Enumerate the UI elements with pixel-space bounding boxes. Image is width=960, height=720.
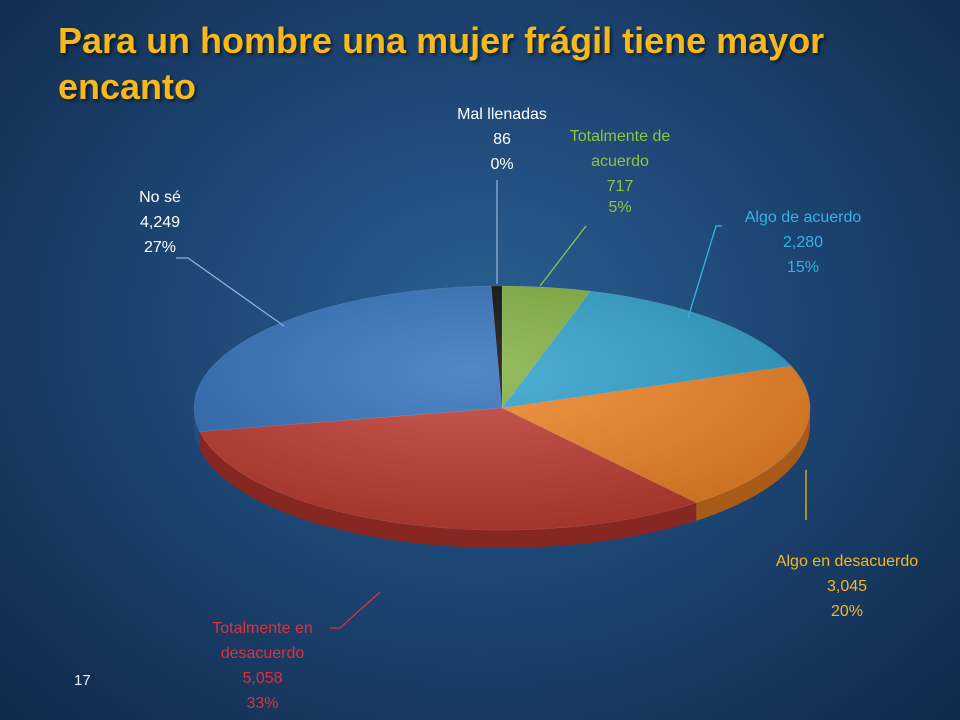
slice-name: Algo en desacuerdo — [775, 553, 919, 570]
slice-value: 3,045 — [826, 578, 868, 595]
slice-label-no-se: No sé 4,249 27% — [105, 185, 215, 260]
slice-name: Algo de acuerdo — [744, 209, 862, 226]
slice-value: 2,280 — [782, 234, 824, 251]
slice-label-mal-llenadas: Mal llenadas 86 0% — [432, 102, 572, 177]
slice-name: Mal llenadas — [457, 106, 547, 123]
slice-value: 5,058 — [242, 670, 283, 687]
leader-lines — [176, 180, 807, 629]
slice-value: 86 — [493, 131, 511, 148]
slice-percent: 20% — [830, 603, 864, 620]
leader-line-no-se — [176, 257, 285, 327]
slice-percent: 27% — [143, 239, 177, 256]
leader-line-totalmente-en-desacuerdo — [330, 591, 381, 629]
slice-percent: 15% — [786, 259, 820, 276]
slice-name: Totalmente en desacuerdo — [212, 620, 313, 662]
leader-line-algo-de-acuerdo — [687, 225, 722, 319]
leader-line-totalmente-de-acuerdo — [539, 225, 587, 287]
slice-value: 4,249 — [139, 214, 181, 231]
slide-number: 17 — [74, 672, 91, 689]
slide-title: Para un hombre una mujer frágil tiene ma… — [58, 20, 825, 107]
slice-percent: 0% — [490, 156, 514, 173]
slice-label-totalmente-en-desacuerdo: Totalmente en desacuerdo 5,058 33% — [190, 616, 335, 716]
pie-slice-no-se — [193, 285, 503, 432]
slice-label-algo-de-acuerdo: Algo de acuerdo 2,280 15% — [718, 205, 888, 280]
slice-name: Totalmente de acuerdo — [569, 128, 671, 170]
slice-percent: 5% — [608, 199, 632, 216]
pie-top — [193, 285, 811, 531]
slice-label-totalmente-de-acuerdo: Totalmente de acuerdo 717 5% — [552, 124, 688, 220]
slice-percent: 33% — [246, 695, 279, 712]
slice-value: 717 — [606, 178, 634, 195]
slice-name: No sé — [139, 189, 181, 206]
slice-label-algo-en-desacuerdo: Algo en desacuerdo 3,045 20% — [752, 549, 942, 624]
